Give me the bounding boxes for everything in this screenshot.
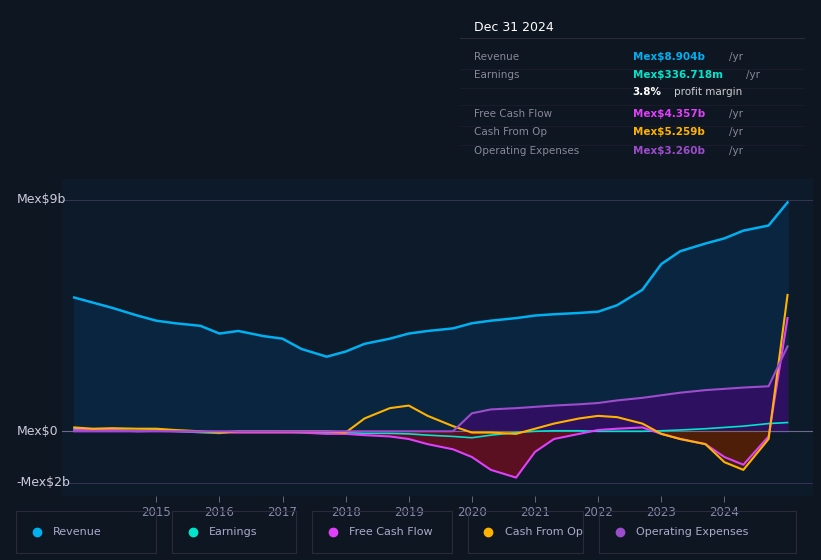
Text: Mex$9b: Mex$9b [16,193,66,206]
Text: /yr: /yr [729,52,743,62]
Text: Dec 31 2024: Dec 31 2024 [474,21,553,34]
Text: Free Cash Flow: Free Cash Flow [349,527,433,537]
Text: Cash From Op: Cash From Op [474,128,547,137]
Text: /yr: /yr [729,128,743,137]
Text: Mex$8.904b: Mex$8.904b [632,52,704,62]
Text: /yr: /yr [729,109,743,119]
Text: /yr: /yr [729,146,743,156]
Text: Cash From Op: Cash From Op [505,527,583,537]
Text: Earnings: Earnings [209,527,258,537]
Text: Mex$3.260b: Mex$3.260b [632,146,704,156]
Text: 3.8%: 3.8% [632,87,662,97]
Text: Revenue: Revenue [53,527,102,537]
Text: profit margin: profit margin [674,87,742,97]
Text: Mex$5.259b: Mex$5.259b [632,128,704,137]
Text: /yr: /yr [746,70,760,80]
Text: -Mex$2b: -Mex$2b [16,476,71,489]
Text: Operating Expenses: Operating Expenses [636,527,749,537]
Text: Revenue: Revenue [474,52,519,62]
Text: Operating Expenses: Operating Expenses [474,146,579,156]
Text: Mex$0: Mex$0 [16,425,58,438]
Text: Earnings: Earnings [474,70,520,80]
Text: Free Cash Flow: Free Cash Flow [474,109,552,119]
Text: Mex$4.357b: Mex$4.357b [632,109,704,119]
Text: Mex$336.718m: Mex$336.718m [632,70,722,80]
